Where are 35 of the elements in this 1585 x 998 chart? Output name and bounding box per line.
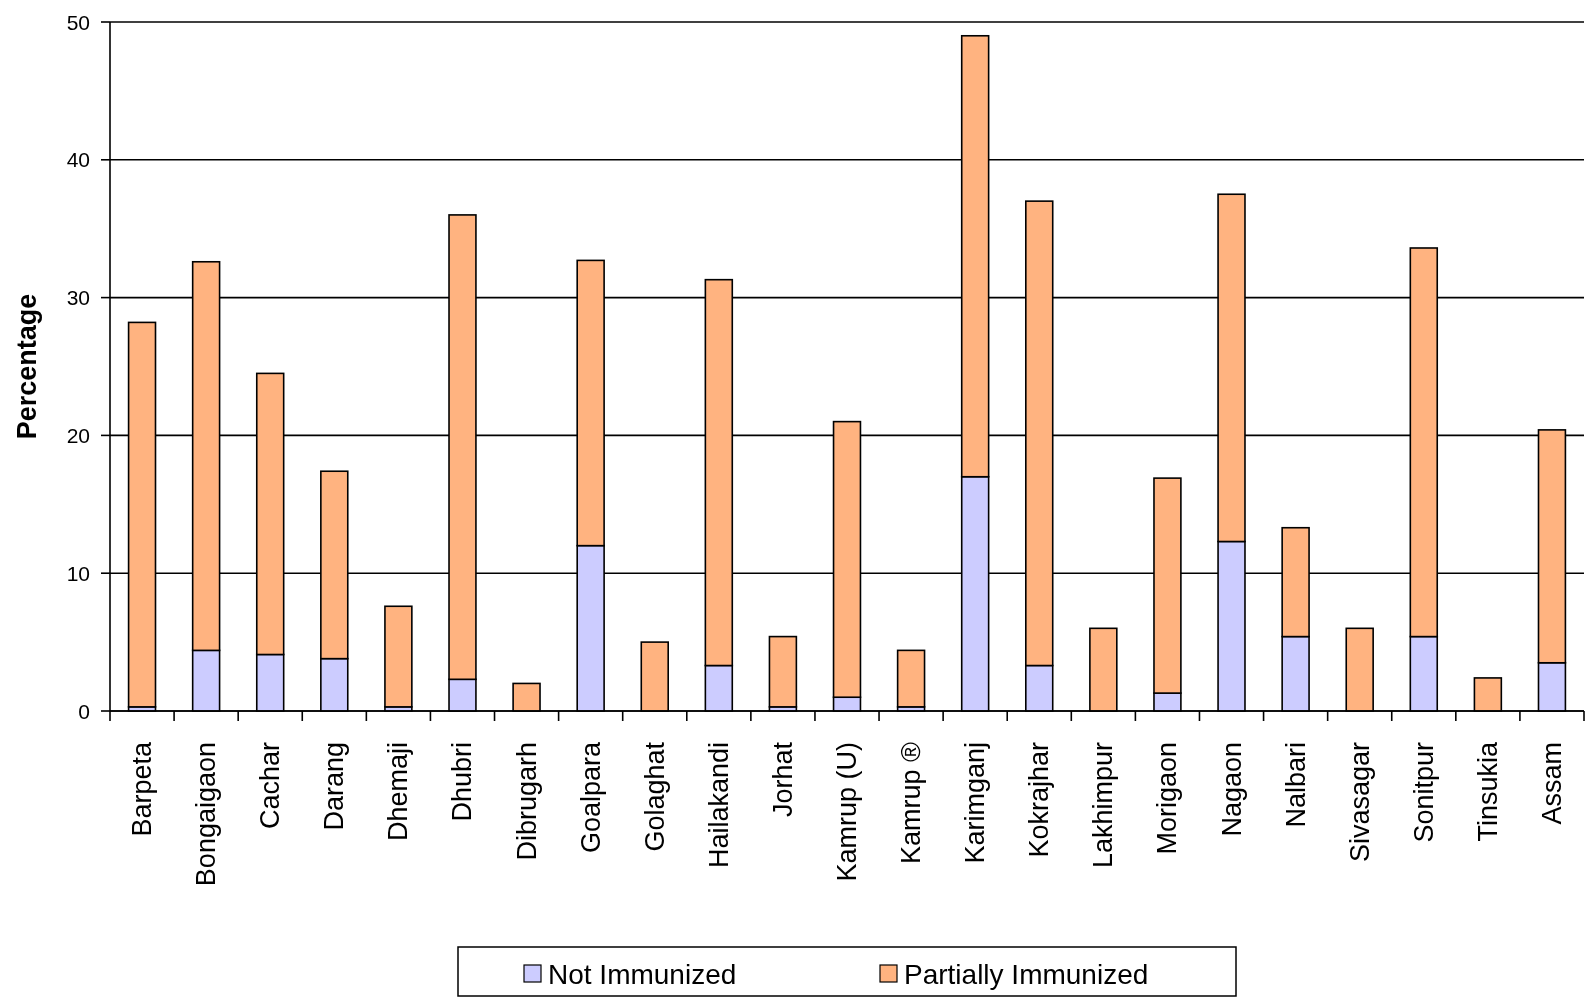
x-tick-label: Nagaon (1216, 742, 1247, 837)
bar (896, 649, 926, 708)
y-tick-label: 50 (66, 10, 90, 34)
legend-label: Not Immunized (548, 958, 737, 990)
x-tick-label: Hailakandi (703, 742, 734, 869)
x-tick-label: Barpeta (127, 741, 158, 837)
y-axis-title: Percentage (12, 293, 42, 440)
y-tick-label: 40 (66, 148, 90, 172)
x-tick-label: Dibrugarh (511, 742, 542, 861)
x-tick-label: Jorhat (767, 741, 798, 818)
y-tick-label: 10 (66, 561, 90, 585)
x-tick-label: Kamrup ® (896, 741, 927, 864)
y-tick-label: 20 (66, 423, 90, 447)
x-tick-label: Cachar (255, 742, 286, 830)
x-tick-label: Karimganj (960, 742, 991, 864)
x-tick-label: Kokrajhar (1024, 742, 1055, 858)
x-tick-label: Sivasagar (1344, 742, 1375, 863)
x-tick-label: Bongaigaon (191, 742, 222, 887)
legend-label: Partially Immunized (904, 958, 1149, 990)
y-tick-label: 0 (78, 699, 90, 723)
x-tick-label: Dhemaji (383, 742, 414, 842)
x-tick-label: Darang (319, 742, 350, 831)
x-tick-label: Nalbari (1280, 742, 1311, 828)
x-tick-label: Sonitpur (1408, 742, 1439, 843)
x-tick-label: Assam (1536, 742, 1567, 825)
x-tick-label: Lakhimpur (1088, 741, 1119, 869)
x-tick-label: Morigaon (1152, 742, 1183, 855)
x-tick-label: Goalpara (575, 741, 606, 854)
x-tick-label: Tinsukia (1472, 741, 1503, 842)
x-tick-label: Dhubri (447, 742, 478, 822)
x-tick-label: Kamrup (U) (832, 742, 862, 882)
bar (768, 635, 798, 708)
y-tick-label: 30 (66, 286, 90, 310)
bar (384, 605, 413, 708)
x-tick-label: Golaghat (639, 741, 670, 852)
